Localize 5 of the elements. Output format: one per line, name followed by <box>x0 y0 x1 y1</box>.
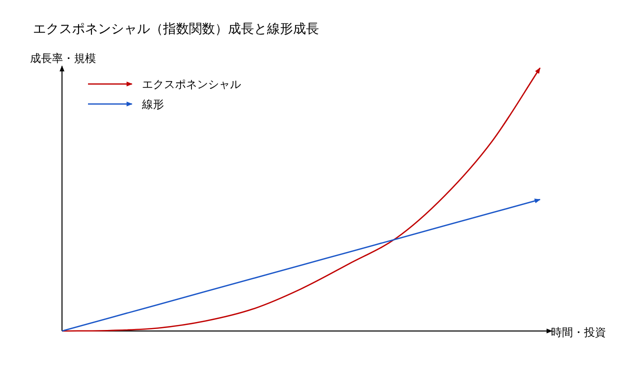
x-axis-title: 時間・投資 <box>551 326 606 339</box>
legend-label: エクスポネンシャル <box>142 78 241 91</box>
legend-label: 線形 <box>141 98 164 111</box>
y-axis-title: 成長率・規模 <box>30 52 96 65</box>
chart-title: エクスポネンシャル（指数関数）成長と線形成長 <box>33 22 319 37</box>
